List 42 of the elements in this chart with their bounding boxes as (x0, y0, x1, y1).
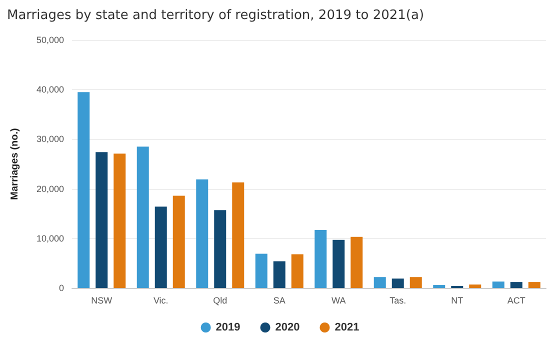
bar (78, 92, 90, 288)
x-tick-label: Qld (213, 296, 228, 306)
bar (528, 282, 540, 288)
y-tick-label: 40,000 (36, 84, 64, 95)
legend-label: 2021 (334, 322, 360, 334)
bar (255, 254, 268, 288)
bar (332, 240, 345, 288)
y-tick-label: 0 (58, 283, 64, 293)
bar (374, 277, 386, 288)
bar (154, 206, 167, 288)
x-tick-label: ACT (507, 296, 526, 306)
y-tick-label: 30,000 (36, 134, 64, 144)
bar (469, 284, 482, 288)
bar (114, 154, 126, 288)
bar (492, 282, 504, 288)
y-tick-label: 10,000 (36, 233, 64, 244)
bar (214, 210, 226, 288)
bar (232, 182, 244, 288)
y-axis-title: Marriages (no.) (10, 128, 20, 200)
legend-label: 2020 (275, 322, 300, 334)
y-tick-label: 20,000 (36, 184, 64, 194)
x-tick-label: NT (451, 296, 464, 306)
bar (350, 236, 363, 288)
y-tick-label: 50,000 (36, 35, 64, 45)
x-tick-label: Tas. (390, 296, 406, 306)
bar (510, 282, 522, 288)
bar (172, 196, 185, 288)
bar (291, 254, 304, 288)
x-tick-label: NSW (91, 296, 113, 306)
bar (96, 152, 108, 288)
legend-label: 2019 (216, 322, 240, 334)
x-tick-label: WA (332, 296, 346, 306)
bar (314, 230, 327, 288)
bar (433, 285, 446, 288)
bar (196, 179, 208, 288)
x-tick-label: Vic. (153, 296, 168, 306)
bar (273, 261, 286, 288)
bar (410, 277, 422, 288)
chart-title: Marriages by state and territory of registration, 2019 to 2021(a) (7, 8, 424, 23)
bar (392, 278, 404, 288)
bar (136, 146, 149, 288)
x-tick-label: SA (273, 296, 286, 306)
